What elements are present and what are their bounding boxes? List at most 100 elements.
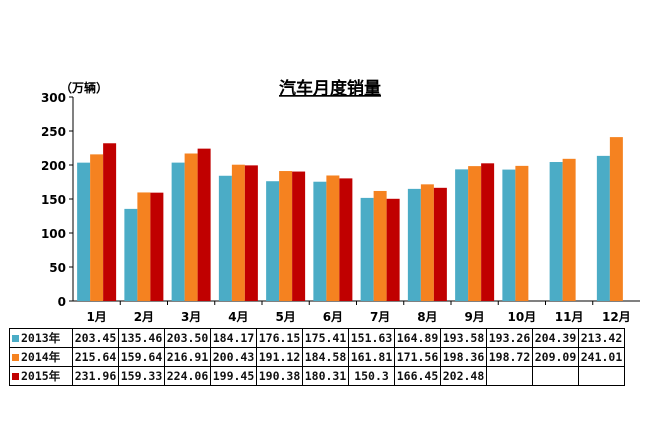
bar (502, 169, 516, 301)
series-name: 2013年 (21, 331, 61, 345)
table-cell: 159.64 (118, 347, 165, 367)
bar (244, 165, 258, 301)
axes: 0 50 100 150 200 250 300 (41, 91, 640, 309)
bar (90, 154, 104, 301)
table-cell: 151.63 (348, 328, 395, 348)
table-cell: 135.46 (118, 328, 165, 348)
bar (103, 143, 117, 301)
table-cell (486, 366, 533, 386)
x-tick-label: 9月 (464, 310, 484, 324)
table-cell: 171.56 (394, 347, 441, 367)
table-cell: 198.36 (440, 347, 487, 367)
table-cell: 180.31 (302, 366, 349, 386)
bar (515, 165, 529, 301)
bars (77, 137, 623, 301)
x-tick-label: 6月 (323, 310, 343, 324)
bar (184, 153, 198, 301)
bar (326, 175, 340, 301)
bar (313, 181, 327, 301)
legend-swatch (12, 373, 19, 380)
bar (549, 162, 563, 301)
bar (360, 197, 374, 301)
x-tick-label: 1月 (86, 310, 106, 324)
bar (386, 198, 400, 301)
bar (339, 178, 353, 301)
y-tick-label: 250 (41, 125, 66, 139)
y-tick-label: 100 (41, 227, 66, 241)
bar (77, 162, 91, 301)
x-tick-label: 2月 (134, 310, 154, 324)
table-cell: 203.50 (164, 328, 211, 348)
bar (407, 188, 421, 301)
table-cell: 224.06 (164, 366, 211, 386)
data-table: 2013年 203.45 135.46 203.50 184.17 176.15 175.4… (9, 328, 625, 386)
table-cell: 176.15 (256, 328, 303, 348)
table-cell: 190.38 (256, 366, 303, 386)
table-cell (578, 366, 625, 386)
table-cell: 203.45 (72, 328, 119, 348)
table-cell: 159.33 (118, 366, 165, 386)
x-tick-label: 3月 (181, 310, 201, 324)
y-tick-label: 300 (41, 91, 66, 105)
bar (562, 158, 576, 301)
table-cell: 164.89 (394, 328, 441, 348)
bar (218, 175, 232, 301)
bar (433, 187, 447, 301)
table-row: 2014年 215.64 159.64 216.91 200.43 191.12 184.5… (9, 347, 625, 367)
bar (420, 184, 434, 301)
legend-swatch (12, 354, 19, 361)
series-legend-cell: 2014年 (9, 347, 73, 367)
series-legend-cell: 2013年 (9, 328, 73, 348)
table-cell: 241.01 (578, 347, 625, 367)
legend-swatch (12, 335, 19, 342)
table-cell: 213.42 (578, 328, 625, 348)
y-tick-label: 50 (49, 261, 66, 275)
table-cell: 200.43 (210, 347, 257, 367)
series-name: 2014年 (21, 350, 61, 364)
bar (231, 164, 245, 301)
bar (171, 162, 185, 301)
table-cell: 216.91 (164, 347, 211, 367)
bar (596, 155, 610, 301)
x-tick-label: 4月 (228, 310, 248, 324)
bar (373, 190, 387, 301)
table-cell: 175.41 (302, 328, 349, 348)
table-cell: 215.64 (72, 347, 119, 367)
table-cell: 193.26 (486, 328, 533, 348)
series-name: 2015年 (21, 369, 61, 383)
y-tick-label: 200 (41, 159, 66, 173)
x-tick-label: 12月 (602, 310, 631, 324)
table-cell: 150.3 (348, 366, 395, 386)
table-row: 2015年 231.96 159.33 224.06 199.45 190.38 180.3… (9, 366, 625, 386)
x-tick-label: 8月 (417, 310, 437, 324)
y-axis-unit-label: （万辆） (60, 80, 108, 95)
table-cell: 209.09 (532, 347, 579, 367)
bar (266, 181, 280, 301)
table-cell: 231.96 (72, 366, 119, 386)
bar (150, 192, 164, 301)
x-tick-label: 10月 (508, 310, 537, 324)
bar (455, 169, 469, 301)
bar (279, 171, 293, 301)
table-cell: 193.58 (440, 328, 487, 348)
bar (197, 148, 211, 301)
x-axis-labels: 1月 2月 3月 4月 5月 6月 7月 8月 9月 10月 11月 12月 (86, 310, 630, 324)
bar (137, 192, 151, 301)
bar (468, 166, 482, 301)
chart-title: 汽车月度销量 (279, 78, 381, 99)
table-cell (532, 366, 579, 386)
table-cell: 202.48 (440, 366, 487, 386)
table-cell: 161.81 (348, 347, 395, 367)
y-tick-label: 150 (41, 193, 66, 207)
x-tick-label: 5月 (275, 310, 295, 324)
bar (292, 171, 306, 301)
x-tick-label: 11月 (555, 310, 584, 324)
table-cell: 204.39 (532, 328, 579, 348)
table-cell: 166.45 (394, 366, 441, 386)
table-cell: 199.45 (210, 366, 257, 386)
table-cell: 198.72 (486, 347, 533, 367)
table-cell: 184.58 (302, 347, 349, 367)
table-cell: 184.17 (210, 328, 257, 348)
y-tick-label: 0 (58, 295, 66, 309)
